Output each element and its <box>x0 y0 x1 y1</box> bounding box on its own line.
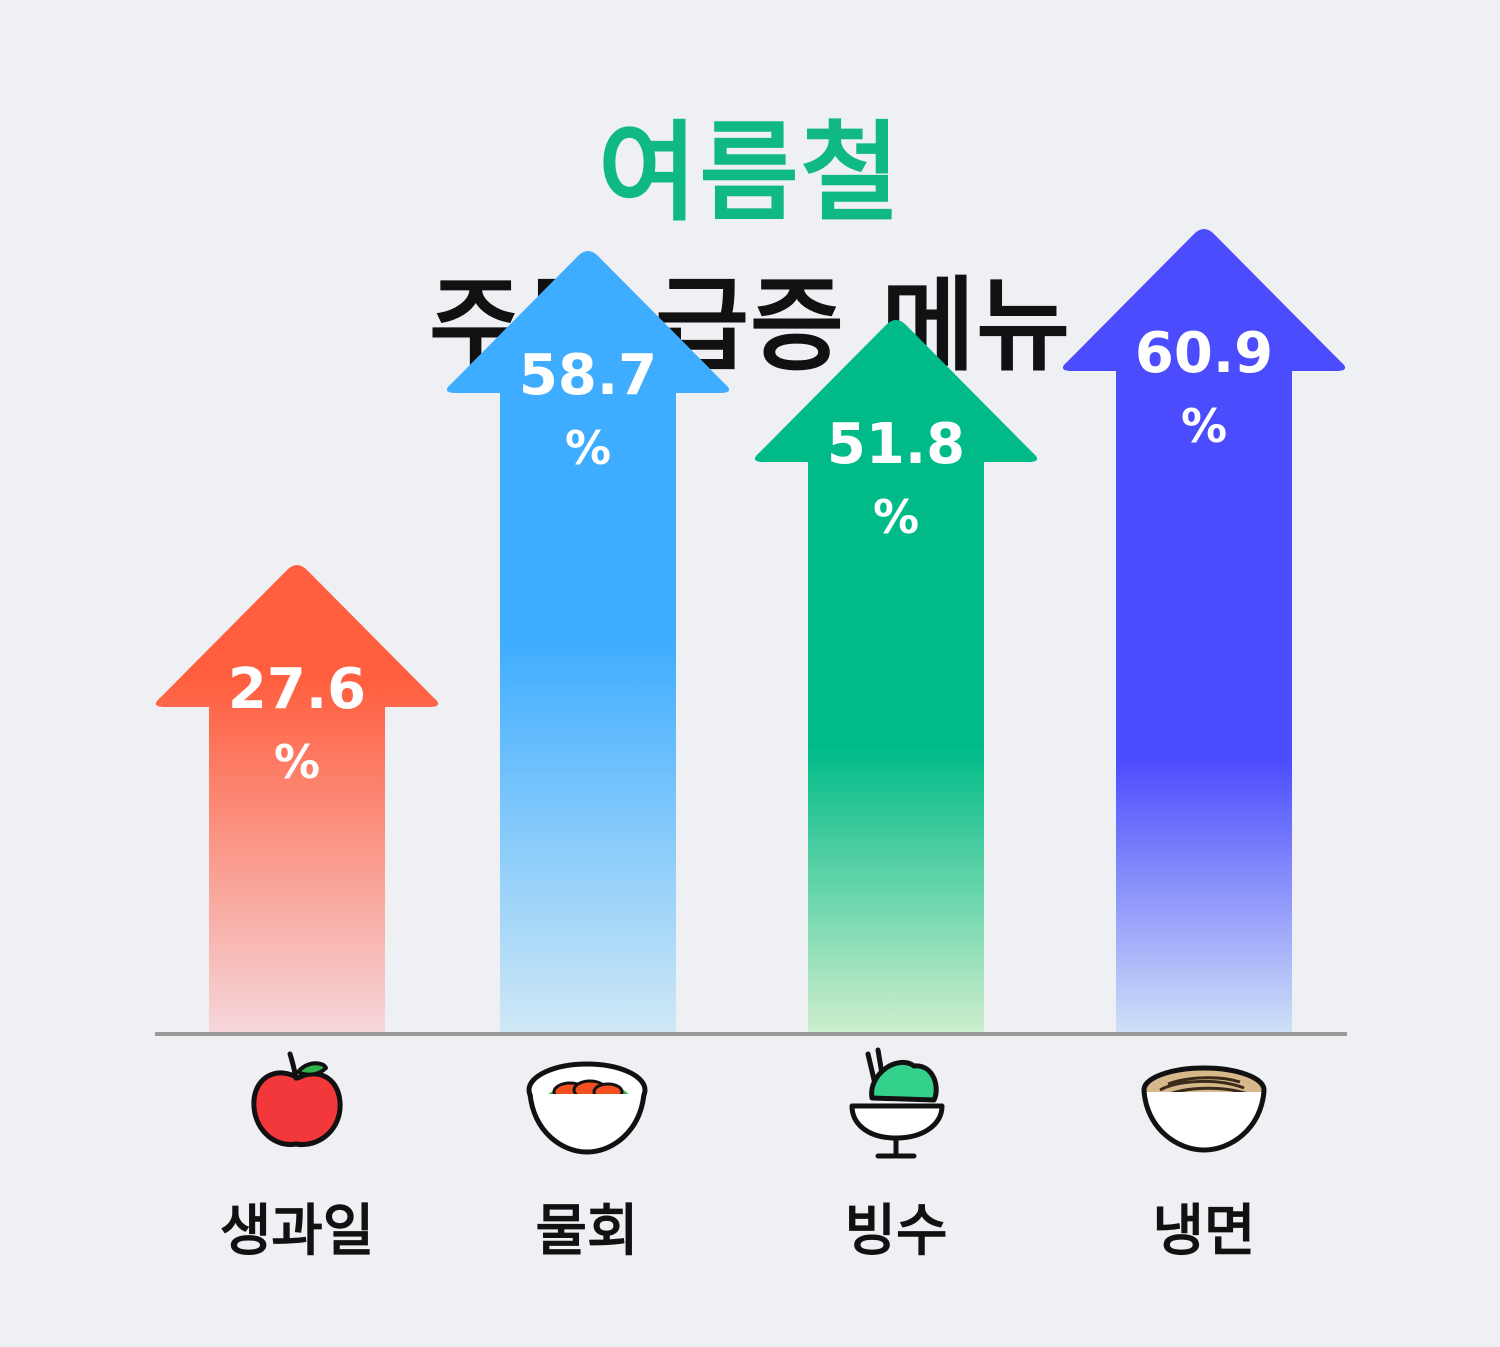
mulhoe-bowl-icon <box>526 1061 648 1155</box>
unit-label-3: % <box>1181 399 1227 453</box>
value-label-0: 27.6 <box>228 657 366 722</box>
bar-arrow-2 <box>754 320 1038 1032</box>
value-label-1: 58.7 <box>519 343 657 408</box>
category-label-saenggwail: 생과일 <box>219 1199 375 1264</box>
title-accent: 여름철 <box>597 111 903 236</box>
unit-label-1: % <box>565 421 611 475</box>
naengmyeon-bowl-icon <box>1141 1065 1267 1153</box>
bar-arrow-3 <box>1062 229 1346 1032</box>
value-label-2: 51.8 <box>827 412 965 477</box>
category-label-bingsu: 빙수 <box>844 1199 948 1264</box>
bar-arrow-1 <box>446 251 730 1032</box>
apple-icon <box>251 1051 343 1148</box>
bar-arrow-0 <box>155 565 439 1032</box>
bingsu-icon <box>849 1047 945 1159</box>
value-label-3: 60.9 <box>1135 321 1273 386</box>
category-label-naengmyeon: 냉면 <box>1152 1199 1256 1264</box>
category-label-mulhoe: 물회 <box>535 1199 639 1264</box>
unit-label-2: % <box>873 490 919 544</box>
unit-label-0: % <box>274 735 320 789</box>
